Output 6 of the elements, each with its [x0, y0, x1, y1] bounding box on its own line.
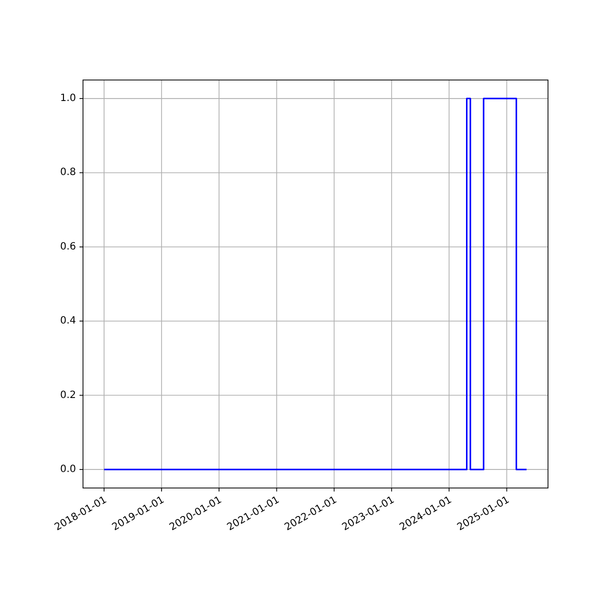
y-tick-label: 0.4 [60, 316, 76, 327]
y-tick-label: 0.0 [60, 464, 76, 475]
y-tick-label: 1.0 [60, 93, 76, 104]
y-tick-label: 0.2 [60, 390, 76, 401]
y-tick-label: 0.8 [60, 167, 76, 178]
y-tick-label: 0.6 [60, 241, 76, 252]
